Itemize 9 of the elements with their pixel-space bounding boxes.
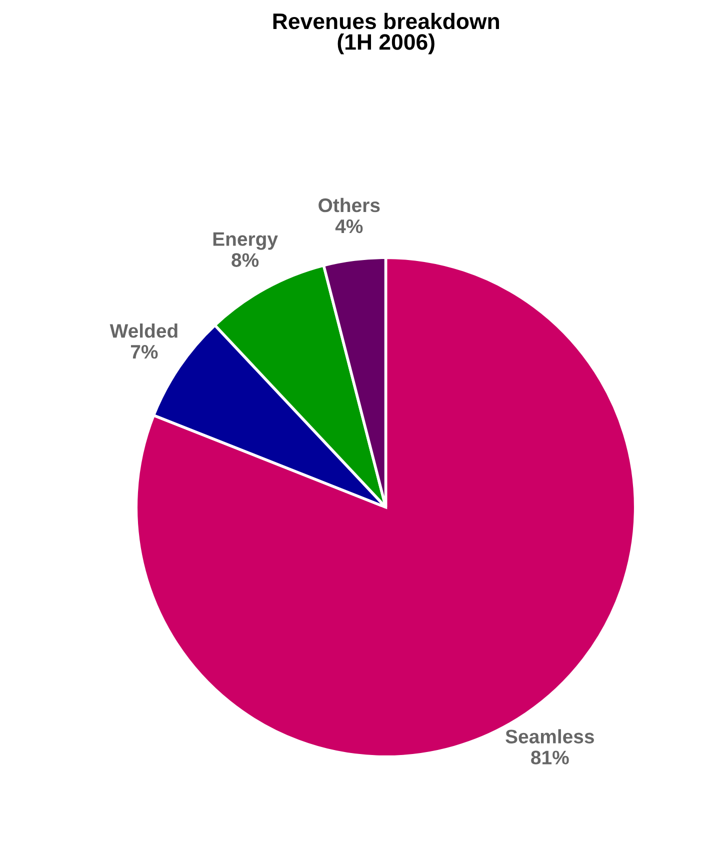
data-label: 8%	[232, 253, 259, 267]
slice-label: Energy	[213, 232, 278, 250]
slice-label: Others	[318, 198, 380, 212]
chart-title: Revenues breakdown (1H 2006)	[273, 12, 499, 54]
slice-label: Welded	[110, 323, 178, 338]
slice-label: Seamless	[506, 729, 594, 744]
data-label: 7%	[130, 345, 158, 359]
data-label: 4%	[335, 219, 363, 234]
data-label: 81%	[531, 750, 569, 764]
